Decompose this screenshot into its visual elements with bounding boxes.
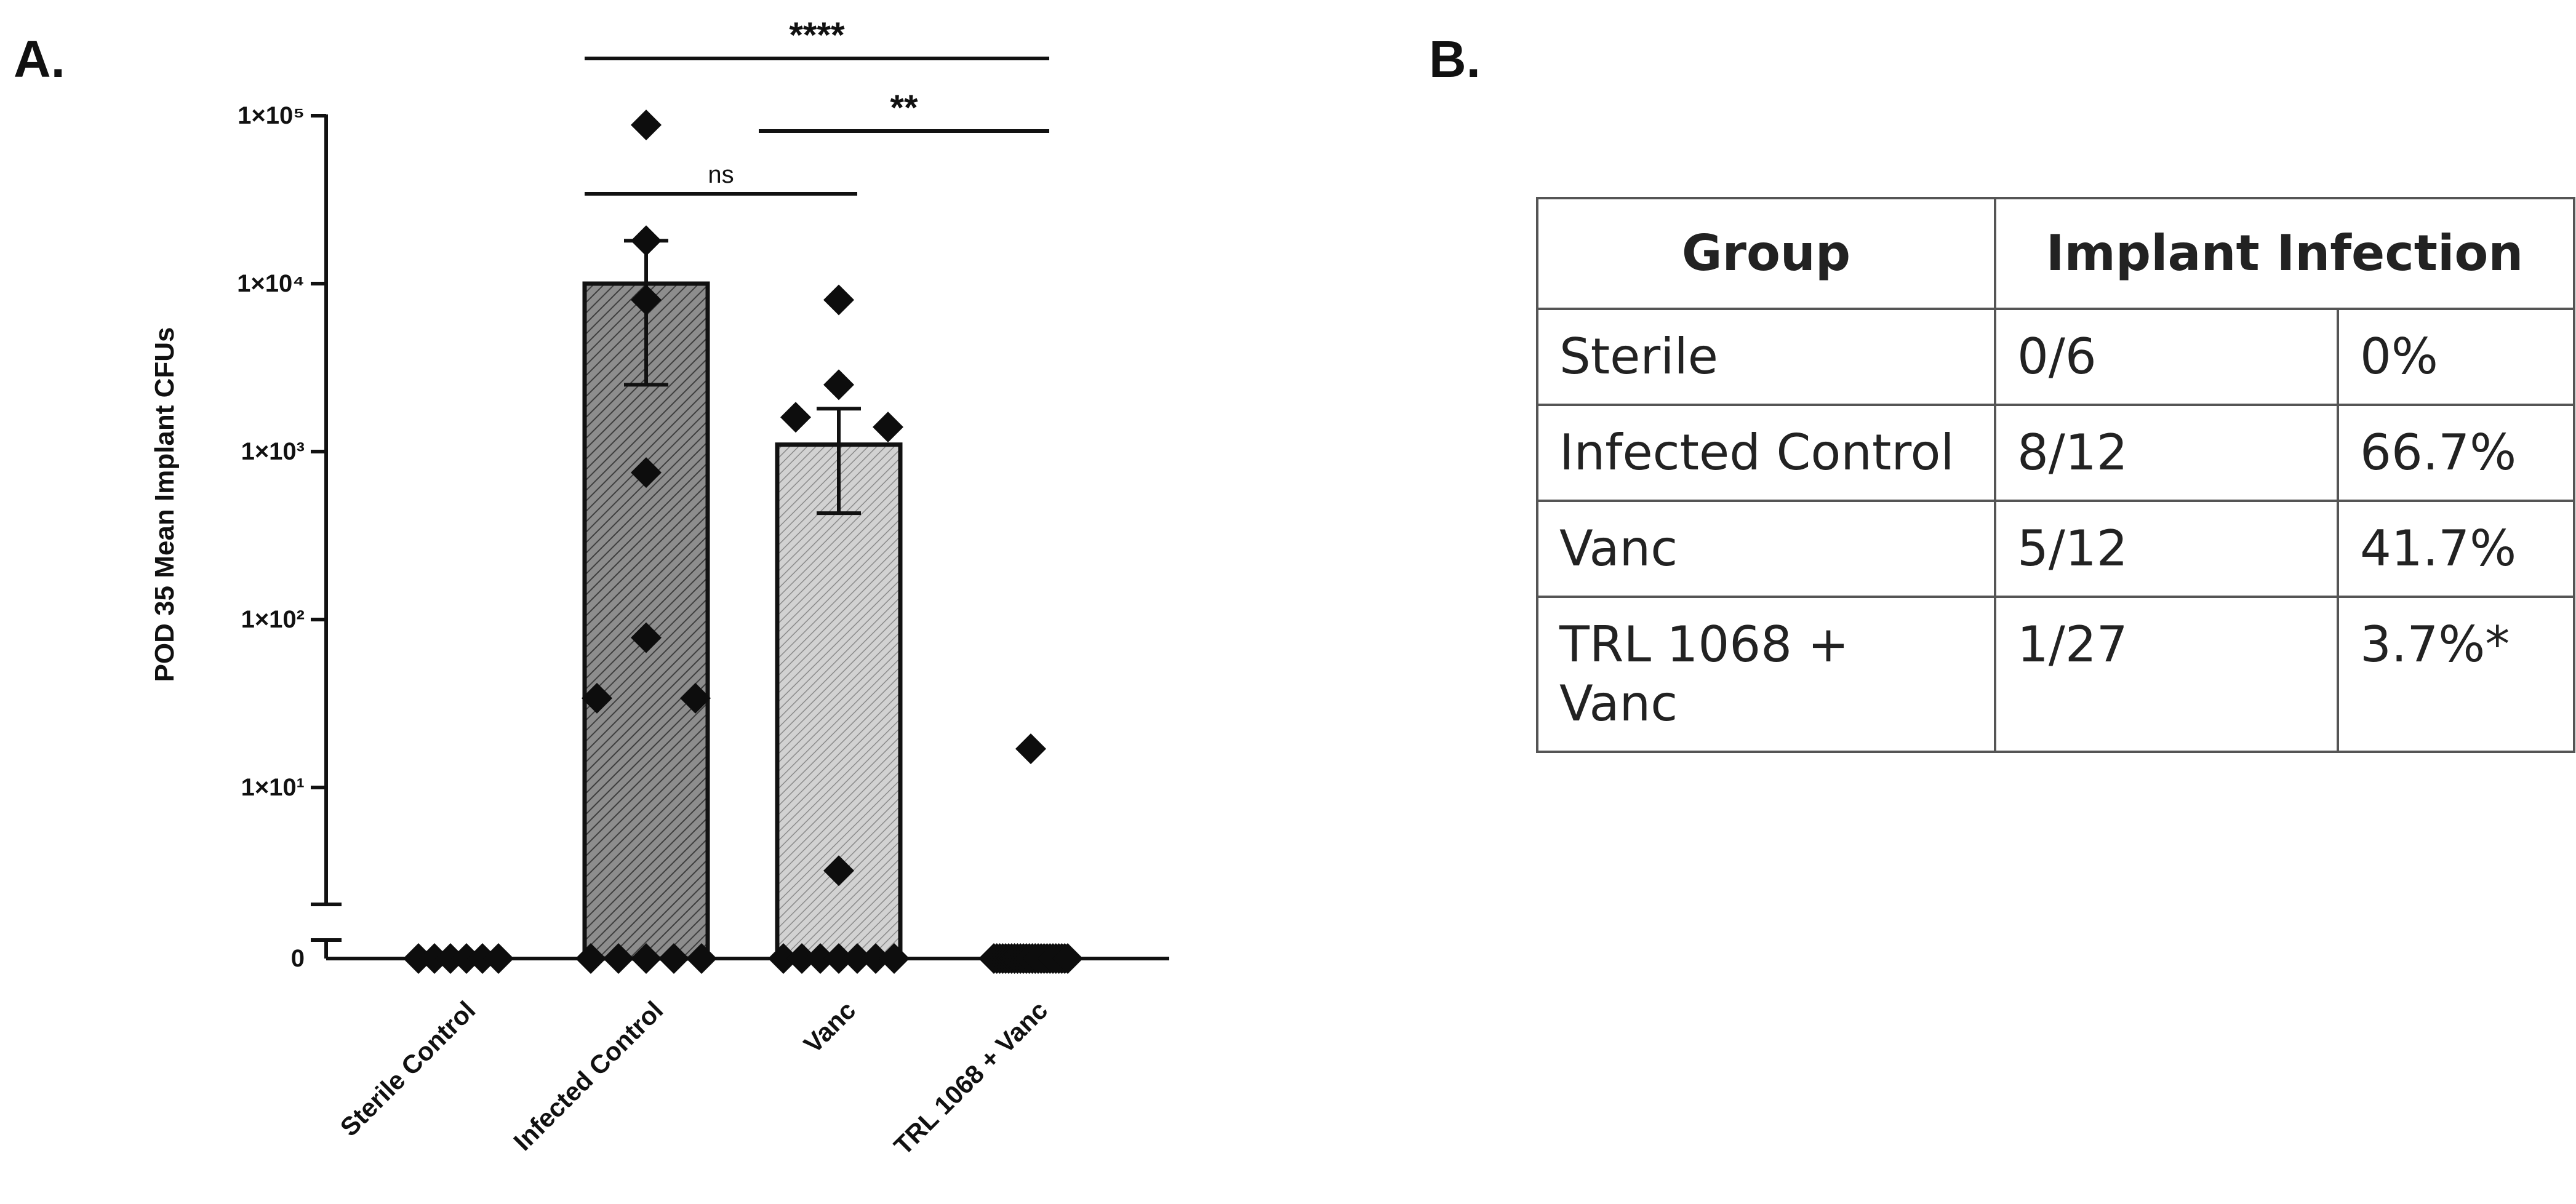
table-row: Vanc 5/12 41.7% [1536, 500, 2575, 598]
data-point [823, 369, 854, 401]
cell-count: 1/27 [1994, 596, 2339, 753]
data-point [823, 855, 854, 887]
data-point [419, 943, 450, 974]
cell-count: 0/6 [1994, 308, 2339, 406]
cell-group: Sterile [1536, 308, 1996, 406]
data-point [1015, 733, 1046, 765]
header-group: Group [1536, 197, 1996, 310]
x-tick-label: Infected Control [508, 995, 668, 1156]
data-point [403, 943, 434, 974]
cell-percent: 41.7% [2337, 500, 2575, 598]
data-point [780, 402, 811, 433]
table-header-row: Group Implant Infection [1536, 197, 2575, 310]
data-point [631, 225, 662, 257]
data-point [631, 457, 662, 488]
data-point [879, 943, 910, 974]
cell-group: Infected Control [1536, 404, 1996, 502]
x-tick-label: Vanc [798, 995, 862, 1059]
data-point [658, 943, 689, 974]
cell-group: TRL 1068 + Vanc [1536, 596, 1996, 753]
data-point [435, 943, 466, 974]
data-point [786, 943, 817, 974]
data-point [483, 943, 514, 974]
cell-percent: 3.7%* [2337, 596, 2575, 753]
y-tick-label: 1×10² [241, 606, 305, 633]
data-point [860, 943, 891, 974]
data-point [582, 682, 612, 714]
panel-a-label: A. [14, 30, 65, 88]
significance-label: ns [708, 161, 734, 188]
y-tick-label: 0 [291, 945, 305, 972]
panel-b-label: B. [1429, 30, 1481, 88]
cell-count: 5/12 [1994, 500, 2339, 598]
data-point [631, 284, 662, 316]
data-point [467, 943, 498, 974]
data-point [805, 943, 836, 974]
data-point [680, 682, 711, 714]
x-tick-label: TRL 1068 + Vanc [888, 995, 1053, 1160]
y-tick-label: 1×10⁵ [238, 102, 305, 129]
data-point [575, 943, 606, 974]
table-row: Infected Control 8/12 66.7% [1536, 404, 2575, 502]
bar-chart: 0 1×10¹ 1×10² 1×10³ 1×10⁴ 1×10⁵ POD 35 Mean Im… [150, 15, 1169, 1160]
data-point [603, 943, 634, 974]
cell-percent: 66.7% [2337, 404, 2575, 502]
data-point [823, 943, 854, 974]
significance-label: ** [890, 88, 918, 128]
x-tick-label: Sterile Control [335, 995, 481, 1142]
cell-count: 8/12 [1994, 404, 2339, 502]
cell-group: Vanc [1536, 500, 1996, 598]
y-tick-label: 1×10⁴ [237, 270, 305, 297]
data-point [873, 412, 903, 443]
table-row: Sterile 0/6 0% [1536, 308, 2575, 406]
data-point [631, 943, 662, 974]
data-point [1052, 943, 1083, 974]
data-point [768, 943, 799, 974]
infection-table: Group Implant Infection Sterile 0/6 0% I… [1536, 197, 2575, 753]
significance-label: **** [789, 15, 845, 55]
header-implant-infection: Implant Infection [1994, 197, 2575, 310]
table-row: TRL 1068 + Vanc 1/27 3.7%* [1536, 596, 2575, 753]
cell-percent: 0% [2337, 308, 2575, 406]
data-point [686, 943, 717, 974]
y-tick-label: 1×10¹ [241, 774, 305, 801]
data-point [451, 943, 482, 974]
data-point [631, 110, 662, 141]
bar [582, 281, 710, 961]
y-axis-title: POD 35 Mean Implant CFUs [150, 327, 180, 682]
y-tick-label: 1×10³ [241, 438, 305, 465]
data-point [823, 284, 854, 316]
data-point [842, 943, 873, 974]
data-point [631, 622, 662, 653]
